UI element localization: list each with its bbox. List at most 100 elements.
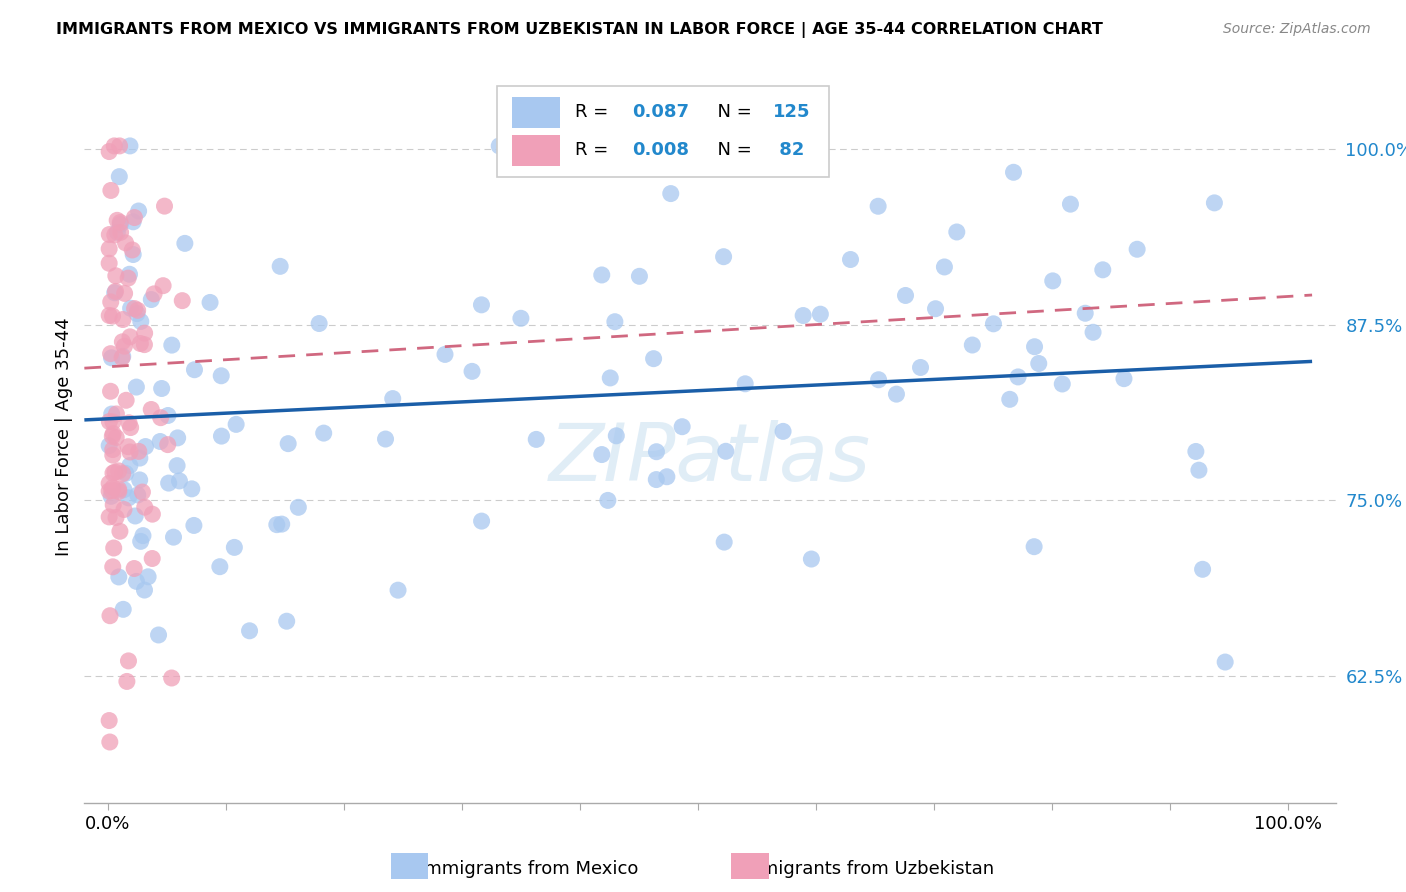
Point xyxy=(105,430,128,444)
Point xyxy=(198,295,221,310)
Point xyxy=(112,339,135,353)
Point xyxy=(108,169,131,184)
Point xyxy=(105,213,128,227)
Text: ZIPatlas: ZIPatlas xyxy=(548,420,872,498)
Point xyxy=(645,473,668,487)
Point xyxy=(117,271,139,285)
Point xyxy=(713,535,735,549)
Text: 0.087: 0.087 xyxy=(633,103,689,121)
Point xyxy=(470,298,492,312)
Point xyxy=(224,541,246,555)
Point xyxy=(108,215,131,229)
Point xyxy=(387,583,409,598)
Point xyxy=(152,278,174,293)
Point xyxy=(100,294,122,309)
Point xyxy=(166,431,188,445)
Point xyxy=(287,500,309,515)
Point xyxy=(125,380,148,394)
Point xyxy=(114,235,136,250)
Point xyxy=(107,483,129,497)
Point xyxy=(628,269,651,284)
Point xyxy=(103,541,125,555)
Point xyxy=(1204,195,1226,210)
Point xyxy=(488,139,510,153)
Point xyxy=(127,303,149,318)
Point xyxy=(129,534,152,549)
Point xyxy=(122,247,145,261)
Point xyxy=(118,445,141,459)
Point xyxy=(117,491,139,505)
Point xyxy=(157,476,180,491)
Point xyxy=(98,714,121,728)
Point xyxy=(1007,370,1029,384)
Point xyxy=(105,407,128,421)
Point xyxy=(115,393,138,408)
Point xyxy=(160,671,183,685)
Point xyxy=(141,507,163,521)
Point xyxy=(108,524,131,539)
Text: Source: ZipAtlas.com: Source: ZipAtlas.com xyxy=(1223,22,1371,37)
Point xyxy=(100,489,122,503)
Point xyxy=(118,139,141,153)
FancyBboxPatch shape xyxy=(731,854,769,879)
Point xyxy=(839,252,862,267)
Point xyxy=(208,559,231,574)
Point xyxy=(149,434,172,449)
Point xyxy=(645,444,668,458)
Point xyxy=(894,288,917,302)
Point xyxy=(104,465,127,479)
Point xyxy=(434,347,457,361)
Point xyxy=(125,574,148,589)
Point xyxy=(1191,562,1213,576)
Point xyxy=(141,402,163,417)
Point xyxy=(128,444,150,458)
Point xyxy=(374,432,396,446)
Point xyxy=(98,439,121,453)
Point xyxy=(596,493,619,508)
Point xyxy=(180,482,202,496)
Point xyxy=(868,199,890,213)
Point xyxy=(1024,540,1046,554)
Point xyxy=(103,498,125,512)
Point xyxy=(1024,340,1046,354)
Point xyxy=(107,464,129,478)
Point xyxy=(225,417,247,432)
Point xyxy=(110,225,132,239)
Point xyxy=(100,184,122,198)
Point xyxy=(115,674,138,689)
Point xyxy=(509,311,531,326)
Point xyxy=(599,371,621,385)
Point xyxy=(107,570,129,584)
Point xyxy=(886,387,908,401)
Point xyxy=(153,199,176,213)
Point xyxy=(101,429,124,443)
Point xyxy=(118,330,141,344)
Point xyxy=(125,307,148,321)
Point xyxy=(868,373,890,387)
Point xyxy=(524,433,547,447)
Point xyxy=(98,510,121,524)
Point xyxy=(104,227,127,242)
Point xyxy=(1213,655,1236,669)
Point xyxy=(934,260,956,274)
Point xyxy=(591,448,613,462)
Point xyxy=(134,440,156,454)
Point xyxy=(101,415,124,429)
Point xyxy=(118,416,141,430)
Point xyxy=(141,551,163,566)
Point xyxy=(277,436,299,450)
Point xyxy=(111,350,134,364)
Point xyxy=(98,476,121,491)
Point xyxy=(173,236,195,251)
Point xyxy=(134,500,156,515)
Point xyxy=(100,351,122,365)
Point xyxy=(308,317,330,331)
Text: N =: N = xyxy=(706,141,758,160)
Point xyxy=(150,382,173,396)
Point xyxy=(101,442,124,457)
Point xyxy=(101,480,124,494)
Point xyxy=(118,458,141,473)
Point xyxy=(1059,197,1081,211)
Point xyxy=(983,317,1005,331)
Point xyxy=(156,437,179,451)
